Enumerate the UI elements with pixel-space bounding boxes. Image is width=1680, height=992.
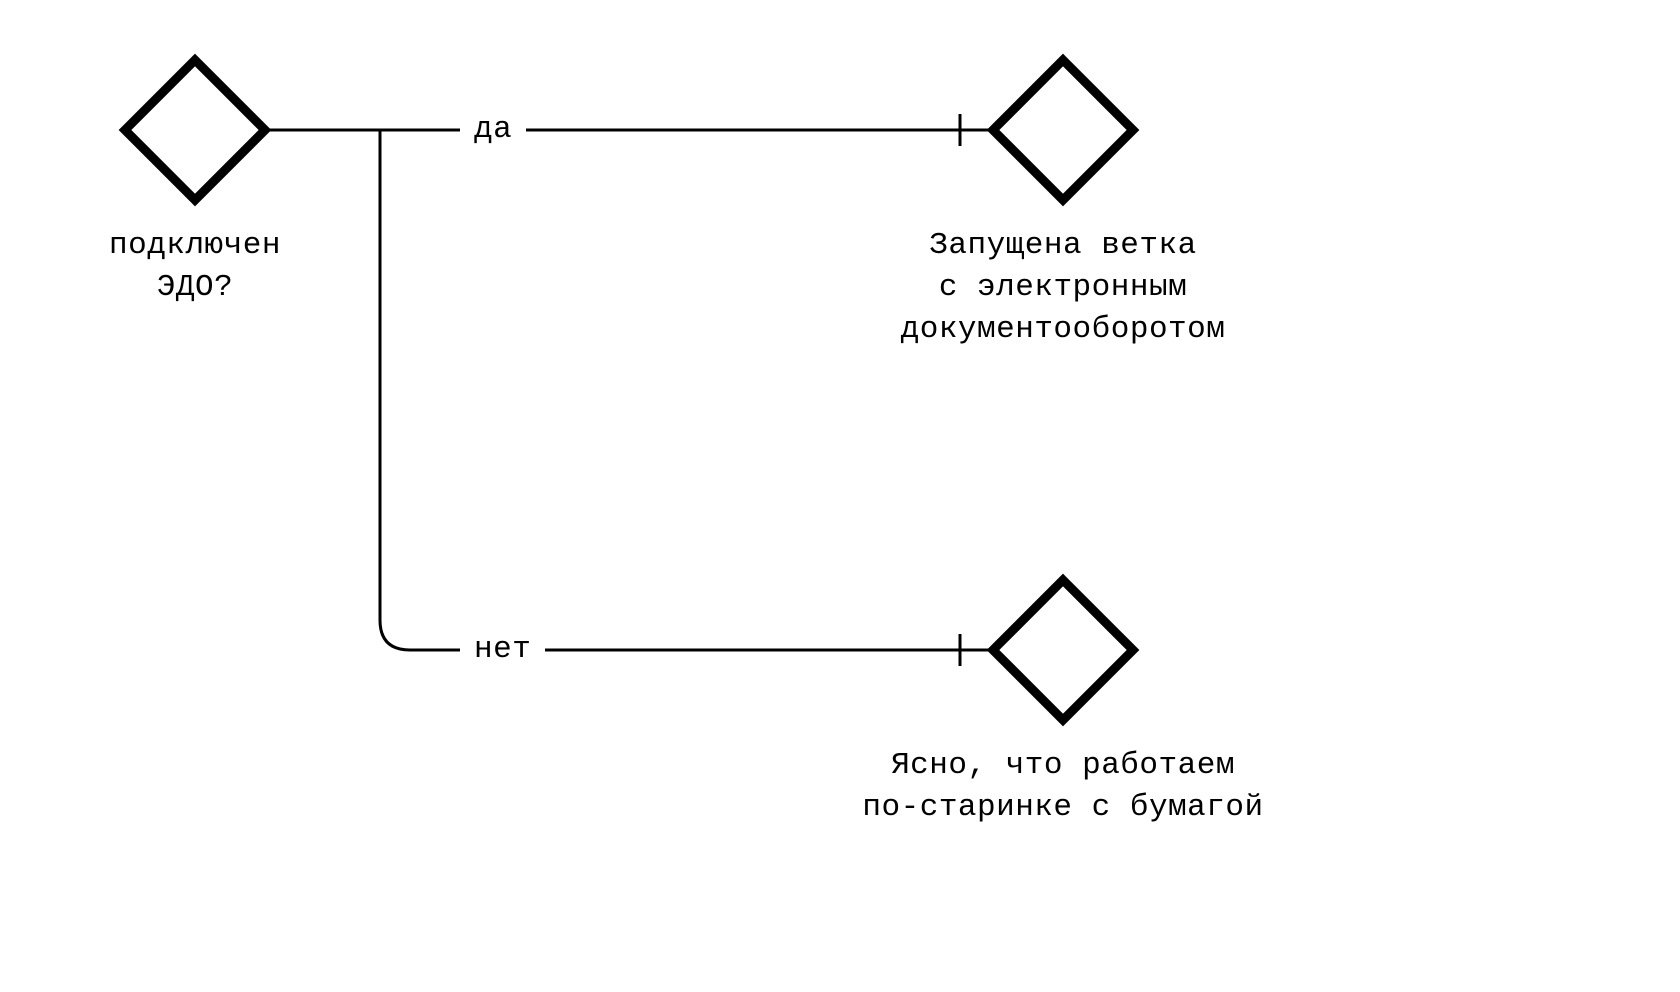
edge-edge_no-path <box>380 131 993 650</box>
no-branch-label: Ясно, что работаем по-старинке с бумагой <box>820 745 1306 829</box>
node-decision <box>125 60 265 200</box>
edge-no-label: нет <box>460 632 545 667</box>
decision-label: подключен ЭДО? <box>95 225 295 309</box>
yes-branch-label: Запущена ветка с электронным документооб… <box>850 225 1276 351</box>
edge-yes-label: да <box>460 112 526 147</box>
node-no_branch <box>993 580 1133 720</box>
node-yes_branch <box>993 60 1133 200</box>
flowchart-canvas <box>0 0 1680 992</box>
